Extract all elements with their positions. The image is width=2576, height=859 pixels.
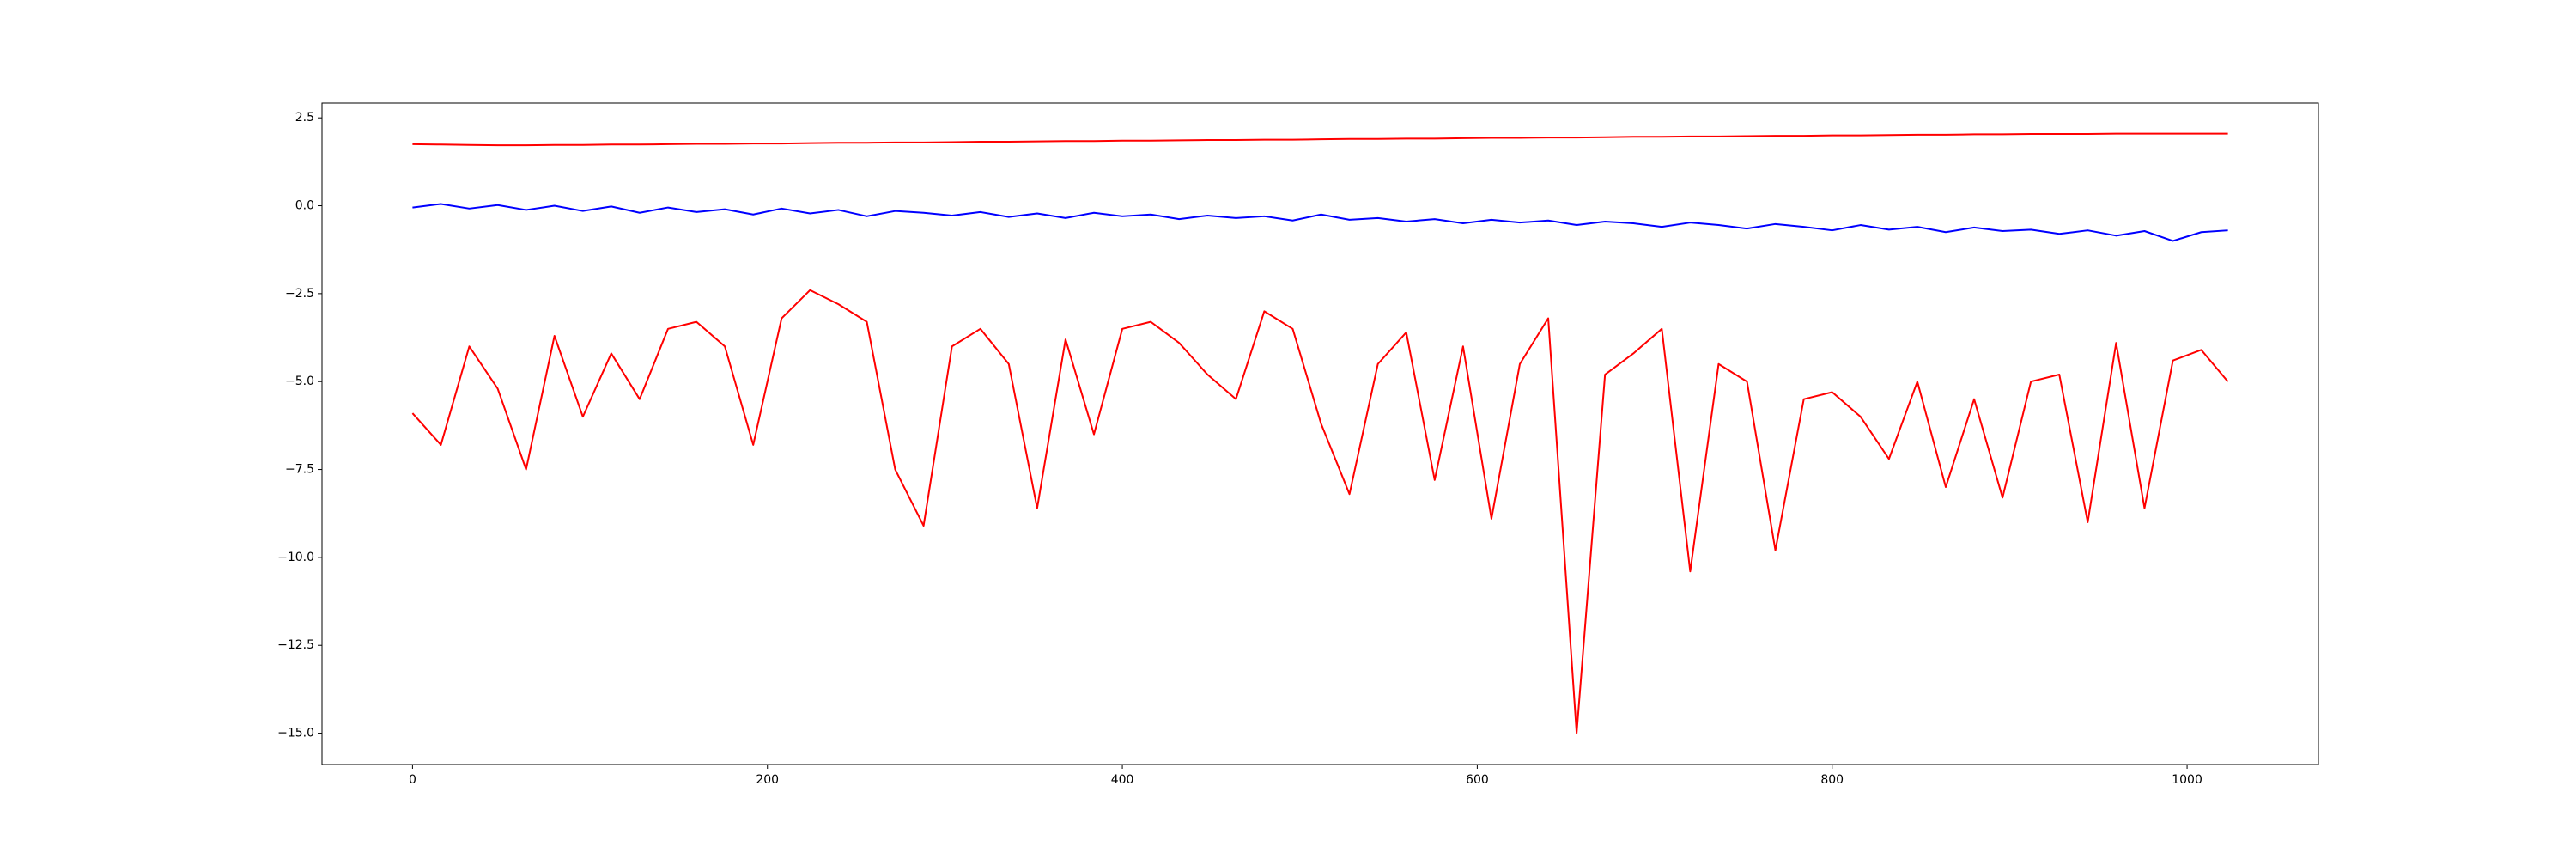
- y-tick-label: −15.0: [277, 727, 314, 740]
- x-tick-label: 400: [1111, 773, 1134, 787]
- y-tick-label: 0.0: [295, 199, 314, 213]
- x-tick-label: 800: [1820, 773, 1844, 787]
- line-series: [412, 132, 2228, 147]
- x-tick-label: 600: [1466, 773, 1489, 787]
- y-tick-label: −2.5: [285, 287, 314, 301]
- line-series: [411, 289, 2229, 734]
- y-tick-label: 2.5: [295, 111, 314, 125]
- x-tick-label: 200: [756, 773, 779, 787]
- y-tick-label: −12.5: [277, 638, 314, 652]
- y-tick-label: −5.0: [285, 375, 314, 388]
- y-tick-label: −7.5: [285, 463, 314, 477]
- line-series: [412, 203, 2228, 242]
- x-tick-label: 0: [409, 773, 416, 787]
- y-tick-label: −10.0: [277, 551, 314, 564]
- plot-frame: [321, 102, 2319, 765]
- x-tick-label: 1000: [2172, 773, 2202, 787]
